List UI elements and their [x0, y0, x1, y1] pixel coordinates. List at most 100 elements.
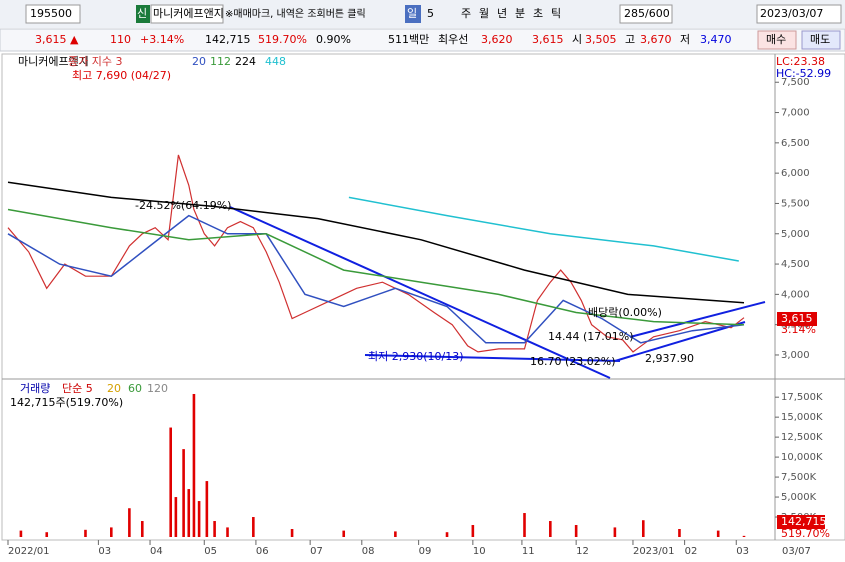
volume-bar — [574, 525, 578, 537]
annotation: 14.44 (17.01%) — [548, 330, 634, 343]
annotation: 최고 7,690 (04/27) — [72, 69, 171, 82]
turnover: 0.90% — [316, 33, 351, 46]
date-box[interactable] — [756, 4, 842, 24]
period-tab: 분 — [515, 7, 525, 20]
x-tick-label: 08 — [362, 546, 375, 557]
volume-title: 거래량 — [20, 382, 50, 395]
amount: 511백만 — [388, 33, 429, 46]
volume-summary: 142,715주(519.70%) — [10, 396, 123, 409]
volume-bar — [252, 517, 255, 537]
name-box — [150, 4, 224, 24]
legend-entry: 20 — [192, 55, 206, 68]
y-tick-label: 3,000 — [781, 350, 810, 361]
x-tick-label: 03 — [736, 546, 749, 557]
x-tick-label: 07 — [310, 546, 323, 557]
annotation: 최저 2,930(10/13) — [368, 350, 464, 363]
price-line — [348, 196, 739, 262]
volume-bar — [613, 527, 617, 537]
legend-entry: 112 — [210, 55, 231, 68]
period-tab: 초 — [533, 7, 543, 20]
volume-bar — [182, 449, 185, 537]
volume-bar — [549, 521, 552, 537]
y-tick-label: 7,500K — [781, 472, 817, 483]
x-end-label: 03/07 — [782, 546, 811, 557]
volume-bar — [19, 530, 23, 537]
y-tick-label: 7,000 — [781, 108, 810, 119]
bid: 3,615 — [532, 33, 564, 46]
stock-name: 마니커에프앤지 — [153, 7, 224, 20]
volume-legend: 120 — [147, 382, 168, 395]
count: 285/600 — [624, 7, 670, 20]
annotation: 16.70 (23.02%) — [530, 355, 616, 368]
volume-legend: 60 — [128, 382, 142, 395]
market-badge — [136, 5, 150, 23]
volume-bar — [187, 489, 191, 537]
period-btn[interactable] — [405, 5, 421, 23]
low: 3,470 — [700, 33, 732, 46]
y-tick-label: 10,000K — [781, 452, 823, 463]
period-n: 5 — [427, 7, 434, 20]
price-line — [7, 181, 745, 304]
buy-btn[interactable] — [757, 30, 797, 50]
y-tick-label: 6,500 — [781, 138, 810, 149]
annotation: -24.52%(64.19%) — [135, 199, 231, 212]
y-tick-label: 7,500 — [781, 77, 810, 88]
x-tick-label: 03 — [98, 546, 111, 557]
trend-line — [364, 354, 621, 362]
y-tick-label: 12,500K — [781, 432, 823, 443]
volume-bar — [445, 532, 449, 537]
volume-bar — [174, 497, 178, 537]
period-tab: 주 — [461, 7, 471, 20]
period-tab: 틱 — [551, 7, 561, 20]
last-box — [777, 515, 825, 529]
arrow: ▲ — [70, 33, 79, 46]
x-tick-label: 11 — [522, 546, 535, 557]
sell-btn[interactable] — [801, 30, 841, 50]
y-tick-label: 6,000 — [781, 168, 810, 179]
annotation: 배당락(0.00%) — [588, 306, 662, 319]
chart-label: 마니커에프앤지 — [18, 55, 89, 68]
volume-legend: 단순 5 — [62, 382, 93, 395]
volume-bar — [128, 508, 131, 537]
period-tab: 년 — [497, 7, 507, 20]
count-box[interactable] — [619, 4, 673, 24]
hc: HC:-52.99 — [776, 67, 831, 80]
market: 신 — [137, 7, 147, 20]
period: 일 — [407, 6, 417, 20]
volume-bar — [523, 513, 526, 537]
high: 3,670 — [640, 33, 672, 46]
volume-bar — [109, 527, 113, 537]
code: 195500 — [30, 7, 72, 20]
volume-bar — [394, 531, 397, 537]
best: 최우선 — [438, 33, 468, 46]
volume-bar — [84, 529, 87, 537]
y-tick-label: 15,000K — [781, 412, 823, 423]
y-tick-label: 5,000 — [781, 229, 810, 240]
price-line — [7, 154, 745, 353]
volume-bar — [213, 521, 216, 537]
buy: 매수 — [766, 33, 786, 46]
price-line — [7, 214, 745, 344]
legend-entry: 종가 지수 3 — [68, 55, 122, 68]
volume-bar — [342, 530, 346, 537]
chart-frame — [1, 53, 845, 541]
open: 3,505 — [585, 33, 617, 46]
volume-bar — [197, 501, 201, 537]
x-tick-label: 2023/01 — [633, 546, 675, 557]
y-tick-label: 5,500 — [781, 198, 810, 209]
low-label: 저 — [680, 33, 690, 46]
note: ※매매마크, 내역은 조회버튼 클릭 — [225, 8, 366, 20]
last-volume: 142,715 — [781, 515, 827, 528]
legend-entry: 448 — [265, 55, 286, 68]
x-tick-label: 06 — [256, 546, 269, 557]
period-tab: 월 — [479, 7, 489, 20]
volume-bar — [716, 530, 720, 537]
volume-legend: 20 — [107, 382, 121, 395]
code-box[interactable] — [25, 4, 81, 24]
volume-bar — [169, 427, 172, 537]
last-price: 3,615 — [781, 312, 813, 325]
volume-bar — [45, 532, 49, 537]
x-tick-label: 2022/01 — [8, 546, 50, 557]
last-box — [777, 312, 817, 326]
